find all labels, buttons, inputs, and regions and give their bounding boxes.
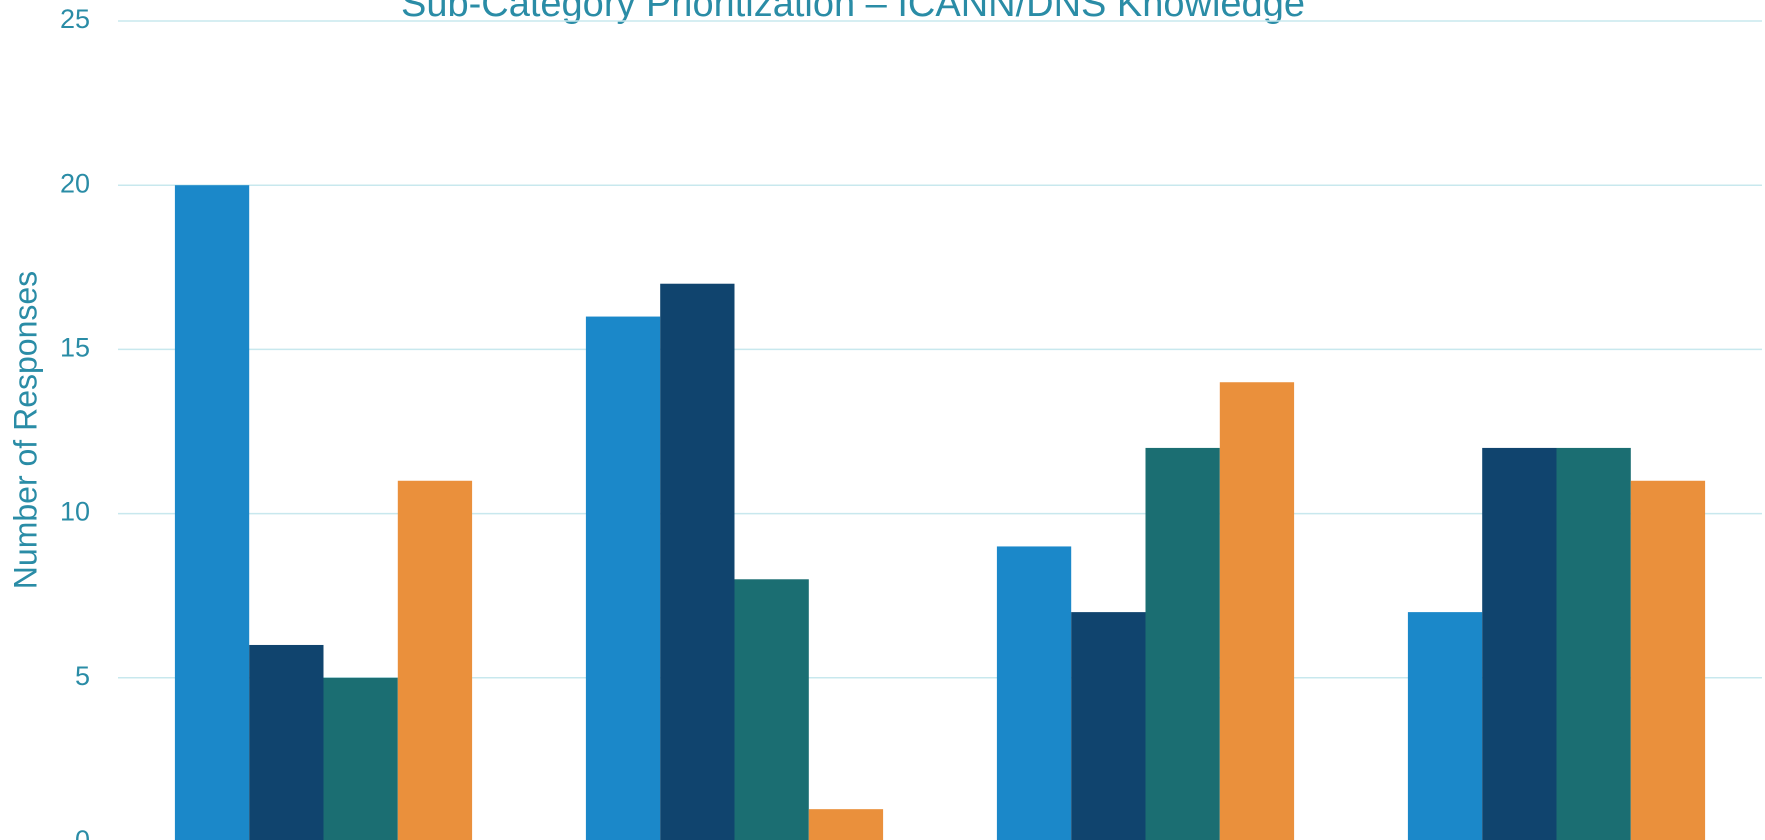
bar bbox=[1482, 447, 1557, 840]
bar bbox=[249, 644, 324, 840]
y-axis-label: Number of Responses bbox=[7, 271, 43, 589]
bar bbox=[585, 316, 661, 840]
bar bbox=[323, 677, 398, 840]
y-tick-label: 15 bbox=[60, 333, 90, 363]
bar bbox=[1071, 612, 1146, 840]
y-tick-label: 10 bbox=[60, 497, 90, 527]
bar bbox=[1219, 382, 1295, 840]
bar bbox=[1556, 447, 1631, 840]
y-tick-label: 25 bbox=[60, 4, 90, 34]
bar bbox=[174, 185, 250, 840]
bar bbox=[734, 579, 809, 840]
bar bbox=[1407, 612, 1483, 840]
y-tick-label: 0 bbox=[75, 825, 90, 840]
bar bbox=[1145, 447, 1220, 840]
bar bbox=[397, 480, 473, 840]
y-tick-label: 20 bbox=[60, 168, 90, 198]
bar bbox=[808, 809, 884, 840]
bar bbox=[660, 283, 735, 840]
y-tick-label: 5 bbox=[75, 661, 90, 691]
bar bbox=[1630, 480, 1706, 840]
bar bbox=[996, 546, 1072, 840]
